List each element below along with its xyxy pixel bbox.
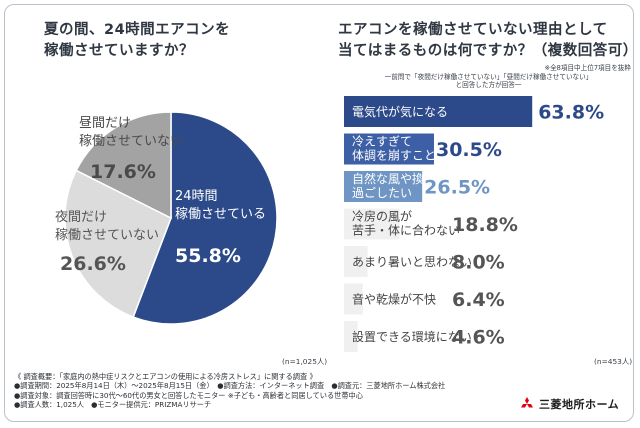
footer-line3: ●調査対象：調査回答時に30代〜60代の男女と回答したモニター ※子ども・高齢者… <box>14 390 363 400</box>
pie-slice-value: 17.6% <box>90 161 156 183</box>
bar <box>344 96 533 127</box>
bar <box>344 171 423 202</box>
bar-value-label: 18.8% <box>452 214 518 236</box>
bar <box>344 208 400 240</box>
survey-footer: 《 調査概要：「家庭内の熱中症リスクとエアコンの使用による冷房ストレス」に関する… <box>14 372 514 410</box>
pie-slice-label: 稼働させていない <box>55 228 159 243</box>
right-question: エアコンを稼働させていない理由として 当てはまるものは何ですか？（複数回答可） <box>338 20 638 62</box>
bar-value-label: 4.6% <box>452 327 505 349</box>
footer-line2: ●調査期間：2025年8月14日（木）〜2025年8月15日（金） ●調査方法：… <box>14 381 446 391</box>
pie-slice <box>75 111 172 220</box>
bar-value-label: 30.5% <box>436 139 502 161</box>
bar-value-label: 63.8% <box>538 102 604 124</box>
bar-category-label: 設置できる環境にない <box>352 329 472 344</box>
left-question: 夏の間、24時間エアコンを 稼働させていますか？ <box>44 20 230 62</box>
right-question-line2: 当てはまるものは何ですか？（複数回答可） <box>338 43 638 59</box>
right-n-label: (n=453人) <box>594 357 633 366</box>
pie-slice-label: 稼働させていない <box>79 134 183 149</box>
mitsubishi-three-diamonds-icon <box>521 397 533 408</box>
pie-slice-label: 昼間だけ <box>79 116 131 131</box>
bar-category-label: あまり暑いと思わない <box>352 255 472 269</box>
bar-category-label: 体調を崩すことがある <box>352 148 472 163</box>
bar <box>344 283 363 315</box>
right-note-line2: 一前問で「夜間だけ稼働させていない」「昼間だけ稼働させていない」 <box>384 72 593 81</box>
bar-category-label: 苦手・体に合わない <box>352 223 460 238</box>
bar-category-label: 冷えすぎて <box>352 135 412 149</box>
company-logo-text: 三菱地所ホーム <box>539 398 620 411</box>
footer-line1: 《 調査概要：「家庭内の熱中症リスクとエアコンの使用による冷房ストレス」に関する… <box>14 372 317 381</box>
left-question-line1: 夏の間、24時間エアコンを <box>44 22 231 38</box>
pie-slice-label: 夜間だけ <box>55 210 107 225</box>
pie-slice <box>132 111 278 325</box>
bar <box>344 321 358 352</box>
bar-value-label: 6.4% <box>452 289 505 311</box>
pie-slice-value: 26.6% <box>60 253 126 275</box>
left-n-label: (n=1,025人) <box>282 357 328 366</box>
right-question-line1: エアコンを稼働させていない理由として <box>338 22 608 38</box>
bar-category-label: 電気代が気になる <box>352 104 448 119</box>
bar-category-label: 音や乾燥が不快 <box>352 292 436 307</box>
right-note-line3: と回答した方が回答一 <box>455 81 522 90</box>
bar-category-label: 自然な風や換気で <box>352 171 448 186</box>
bar-category-label: 冷房の風が <box>352 209 412 224</box>
pie-slice <box>64 169 172 319</box>
bar-value-label: 8.0% <box>452 252 505 274</box>
pie-slice-label: 稼働させている <box>175 207 266 222</box>
right-note-line1: ※全8項目中上位7項目を抜粋 <box>544 64 631 72</box>
bar <box>344 133 434 165</box>
footer-line4: ●調査人数：1,025人 ●モニター提供元：PRIZMAリサーチ <box>14 400 212 410</box>
bar-category-label: 過ごしたい <box>352 185 412 200</box>
right-note: ※全8項目中上位7項目を抜粋 一前問で「夜間だけ稼働させていない」「昼間だけ稼働… <box>346 64 631 90</box>
company-logo: 三菱地所ホーム <box>519 396 619 412</box>
bar <box>344 246 368 277</box>
bar-value-label: 26.5% <box>424 177 490 199</box>
left-question-line2: 稼働させていますか？ <box>44 43 194 59</box>
pie-slice-value: 55.8% <box>175 245 241 267</box>
pie-slice-label: 24時間 <box>175 189 218 204</box>
